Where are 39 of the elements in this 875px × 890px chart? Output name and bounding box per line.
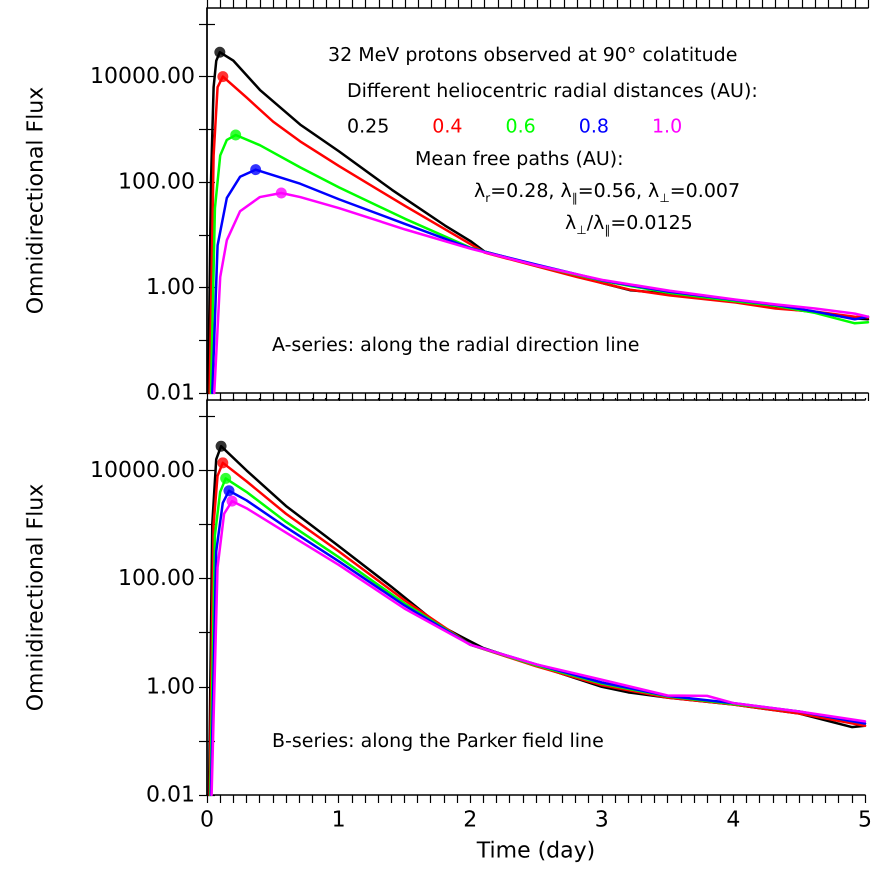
- point: [217, 71, 228, 82]
- annotation: A-series: along the radial direction line: [272, 334, 640, 356]
- annotation: λ$_{⊥}$/λ$_{∥}$=0.0125: [565, 212, 693, 237]
- text: 0.8: [578, 116, 609, 138]
- point: [230, 130, 242, 141]
- point: [214, 46, 226, 58]
- point: [250, 164, 262, 176]
- y-tick-label: 10000.00: [90, 458, 195, 483]
- point: [220, 472, 232, 484]
- text: 1.0: [652, 116, 682, 138]
- x-tick-label: 2: [463, 808, 478, 832]
- y-tick-label: 0.01: [146, 782, 195, 808]
- y-tick-label: 1.00: [146, 674, 195, 700]
- x-tick-label: 5: [858, 808, 872, 832]
- annotation: 32 MeV protons observed at 90° colatitude: [328, 44, 738, 66]
- y-tick-label: 0.01: [146, 380, 195, 406]
- point: [217, 457, 228, 468]
- text: 0.4: [432, 116, 463, 138]
- y-axis-title: Omnidirectional Flux: [24, 484, 48, 712]
- point: [226, 496, 238, 507]
- annotation: λ$_{r}$=0.28, λ$_{∥}$=0.56, λ$_{⊥}$=0.007: [474, 180, 740, 205]
- point: [216, 440, 227, 452]
- x-tick-label: 3: [594, 808, 609, 832]
- y-axis-title: Omnidirectional Flux: [24, 86, 48, 314]
- annotation: Different heliocentric radial distances (AU):: [347, 80, 758, 102]
- y-tick-label: 10000.00: [90, 64, 195, 90]
- annotation: Mean free paths (AU):: [415, 148, 624, 170]
- point: [223, 485, 234, 496]
- series-label: 0.25: [347, 116, 390, 138]
- annotation: B-series: along the Parker field line: [272, 730, 604, 752]
- text: 0.6: [506, 116, 536, 138]
- x-tick-label: 0: [200, 808, 214, 832]
- y-tick-label: 100.00: [118, 566, 195, 592]
- x-tick-label: 4: [726, 808, 740, 832]
- y-tick-label: 100.00: [118, 170, 195, 195]
- x-tick-label: 1: [332, 808, 346, 832]
- x-axis-title: Time (day): [476, 838, 596, 864]
- point: [276, 188, 287, 199]
- y-tick-label: 1.00: [146, 275, 195, 300]
